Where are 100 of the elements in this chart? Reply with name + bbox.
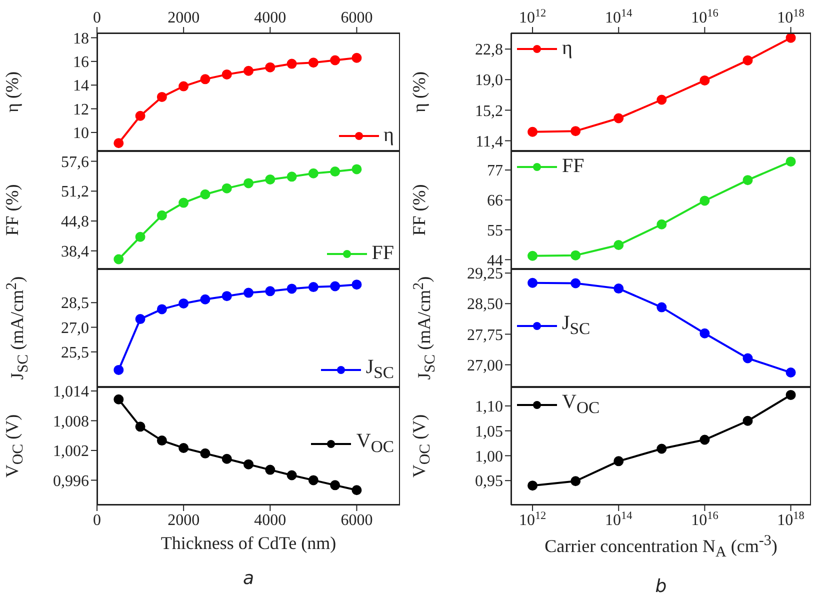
y-tick-label: 12 [73, 101, 89, 118]
x-tick-label: 2000 [168, 512, 200, 529]
point [244, 459, 254, 470]
point [178, 298, 189, 308]
y-tick-label: 28,5 [61, 295, 89, 312]
y-tick-label: 27,00 [467, 357, 503, 374]
point [200, 294, 210, 304]
point [156, 92, 167, 102]
y-tick-label: 15,2 [475, 102, 503, 120]
point [614, 284, 624, 294]
point [308, 282, 318, 292]
point [614, 113, 624, 124]
y-axis-title: FF (%) [409, 184, 429, 236]
point [614, 240, 624, 250]
point [528, 278, 538, 288]
legend-label: FF [562, 155, 584, 178]
x-tick-label: 6000 [340, 10, 373, 27]
point [135, 110, 146, 121]
y-axis-title: FF (%) [2, 184, 22, 236]
point [114, 364, 124, 375]
y-axis-title: η (%) [408, 70, 430, 114]
y-tick-label: 18 [73, 30, 89, 48]
x-tick-label: 10$^{16}$ [691, 510, 719, 529]
x-tick-label: 4000 [254, 10, 286, 27]
y-tick-label: 10 [73, 125, 89, 142]
x-tick-label: 10$^{16}$ [691, 8, 719, 27]
point [330, 166, 340, 177]
x-axis-title: Carrier concentration N$_{A}$ (cm$^{-3}$) [544, 533, 778, 562]
y-tick-label: 66 [487, 192, 503, 210]
x-tick-label: 10$^{18}$ [777, 510, 805, 529]
point [114, 138, 124, 148]
y-tick-label: 1,014 [53, 384, 89, 401]
point [286, 470, 297, 480]
x-tick-label: 10$^{14}$ [605, 510, 633, 529]
point [222, 454, 232, 464]
point [244, 66, 254, 76]
x-tick-label: 0 [93, 10, 101, 27]
y-tick-label: 77 [487, 162, 503, 180]
point [352, 280, 362, 290]
x-tick-label: 2000 [168, 10, 200, 27]
point [700, 328, 710, 338]
x-tick-label: 10$^{18}$ [777, 8, 805, 27]
y-tick-label: 16 [73, 54, 89, 72]
point [222, 183, 232, 194]
y-tick-label: 28,50 [467, 296, 503, 314]
legend-label: FF [372, 242, 394, 265]
point [308, 475, 318, 486]
point [308, 58, 318, 68]
point [222, 69, 232, 80]
point [786, 368, 796, 378]
point [114, 254, 124, 264]
y-tick-label: 14 [73, 78, 89, 95]
point [308, 168, 318, 178]
point [700, 75, 710, 86]
point [700, 434, 710, 445]
point [528, 480, 538, 491]
point [570, 476, 581, 486]
point [286, 284, 297, 294]
point [114, 394, 124, 404]
y-tick-label: 19,0 [475, 72, 503, 90]
point [656, 302, 667, 312]
legend-label: η [384, 124, 394, 147]
point [265, 464, 276, 475]
point [742, 416, 753, 426]
point [656, 219, 667, 230]
point [265, 286, 276, 296]
point [135, 232, 146, 242]
point [786, 33, 796, 43]
point [200, 189, 210, 200]
point [656, 94, 667, 105]
legend-label: J$_{SC}$ [562, 312, 590, 339]
point [742, 55, 753, 66]
point [614, 456, 624, 466]
y-tick-label: 44,8 [61, 214, 89, 231]
y-tick-label: 57,6 [61, 154, 89, 171]
point [200, 74, 210, 84]
y-tick-label: 27,0 [61, 320, 89, 337]
x-tick-label: 0 [93, 512, 101, 529]
y-tick-label: 55 [487, 222, 503, 240]
point [700, 196, 710, 206]
x-tick-label: 10$^{12}$ [518, 8, 546, 27]
point [244, 288, 254, 298]
point [742, 175, 753, 186]
x-tick-label: 10$^{12}$ [518, 510, 546, 529]
y-tick-label: 51,2 [61, 184, 89, 201]
point [656, 444, 667, 454]
point [528, 250, 538, 261]
point [286, 58, 297, 69]
text: a [242, 568, 256, 589]
point [352, 52, 362, 63]
point [178, 442, 189, 453]
y-tick-label: 22,8 [475, 42, 503, 59]
y-tick-label: 38,4 [61, 243, 89, 260]
y-tick-label: 25,5 [61, 344, 89, 362]
y-tick-label: 1,10 [475, 398, 503, 416]
point [265, 174, 276, 184]
legend-label: J$_{SC}$ [366, 356, 394, 383]
point [200, 448, 210, 458]
y-tick-label: 1,002 [53, 443, 89, 460]
y-tick-label: 0,996 [53, 472, 89, 490]
